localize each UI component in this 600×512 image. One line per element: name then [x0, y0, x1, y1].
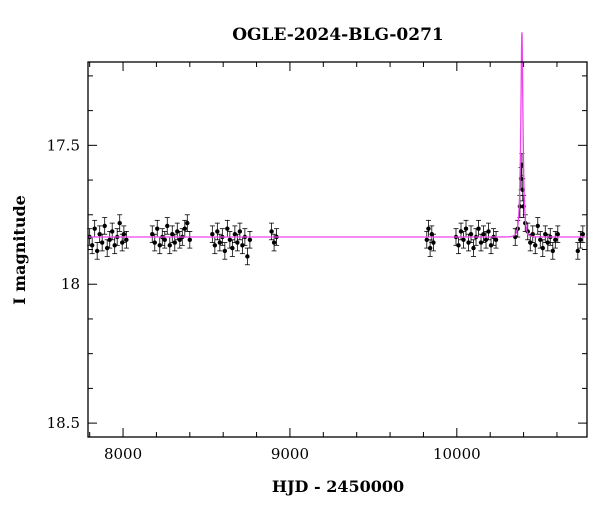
data-point	[247, 231, 253, 249]
data-point	[104, 239, 110, 257]
tick-marks	[88, 62, 587, 437]
y-tick-label: 17.5	[47, 136, 80, 154]
data-point	[537, 231, 543, 249]
data-point	[209, 225, 215, 243]
data-point	[555, 225, 561, 243]
y-tick-label: 18.5	[47, 414, 80, 432]
data-point	[232, 225, 238, 243]
data-point	[471, 239, 477, 257]
data-point	[114, 228, 120, 246]
data-point	[244, 247, 250, 266]
data-point	[187, 231, 193, 249]
y-tick-label: 18	[61, 275, 80, 293]
data-point	[224, 219, 230, 238]
x-tick-label: 9000	[271, 445, 309, 463]
data-points	[87, 153, 586, 266]
data-point	[468, 225, 474, 243]
data-point	[217, 233, 223, 252]
data-point	[117, 214, 123, 232]
data-point	[167, 236, 173, 255]
data-point	[149, 225, 155, 243]
data-point	[92, 219, 98, 238]
data-point	[535, 217, 541, 235]
data-point	[532, 236, 538, 255]
data-point	[552, 231, 558, 249]
data-point	[580, 225, 586, 243]
data-point	[486, 222, 492, 241]
data-point	[107, 231, 113, 249]
data-point	[271, 233, 277, 252]
data-point	[461, 231, 467, 249]
data-point	[97, 225, 103, 243]
data-point	[89, 236, 95, 255]
data-point	[121, 225, 127, 243]
plot-frame	[87, 61, 588, 438]
x-axis-label: HJD - 2450000	[272, 477, 404, 496]
tick-labels: 8000 9000 10000 17.5 18 18.5	[47, 136, 481, 463]
x-tick-label: 10000	[433, 445, 481, 463]
data-point	[424, 231, 430, 249]
data-point	[577, 231, 583, 249]
data-point	[164, 217, 170, 235]
data-point	[542, 225, 548, 243]
model-curve	[88, 32, 586, 238]
data-point	[575, 242, 581, 260]
y-axis-label: I magnitude	[10, 195, 29, 305]
data-point	[94, 242, 100, 260]
chart-title: OGLE-2024-BLG-0271	[232, 25, 444, 45]
data-point	[229, 239, 235, 257]
data-point	[157, 236, 163, 255]
data-point	[102, 217, 108, 235]
data-point	[481, 225, 487, 243]
data-point	[493, 231, 499, 249]
data-point	[222, 242, 228, 260]
data-point	[550, 242, 556, 260]
data-point	[162, 231, 168, 249]
data-point	[540, 239, 546, 257]
x-tick-label: 8000	[104, 445, 142, 463]
data-point	[123, 231, 129, 249]
data-point	[530, 225, 536, 243]
data-point	[527, 233, 533, 252]
